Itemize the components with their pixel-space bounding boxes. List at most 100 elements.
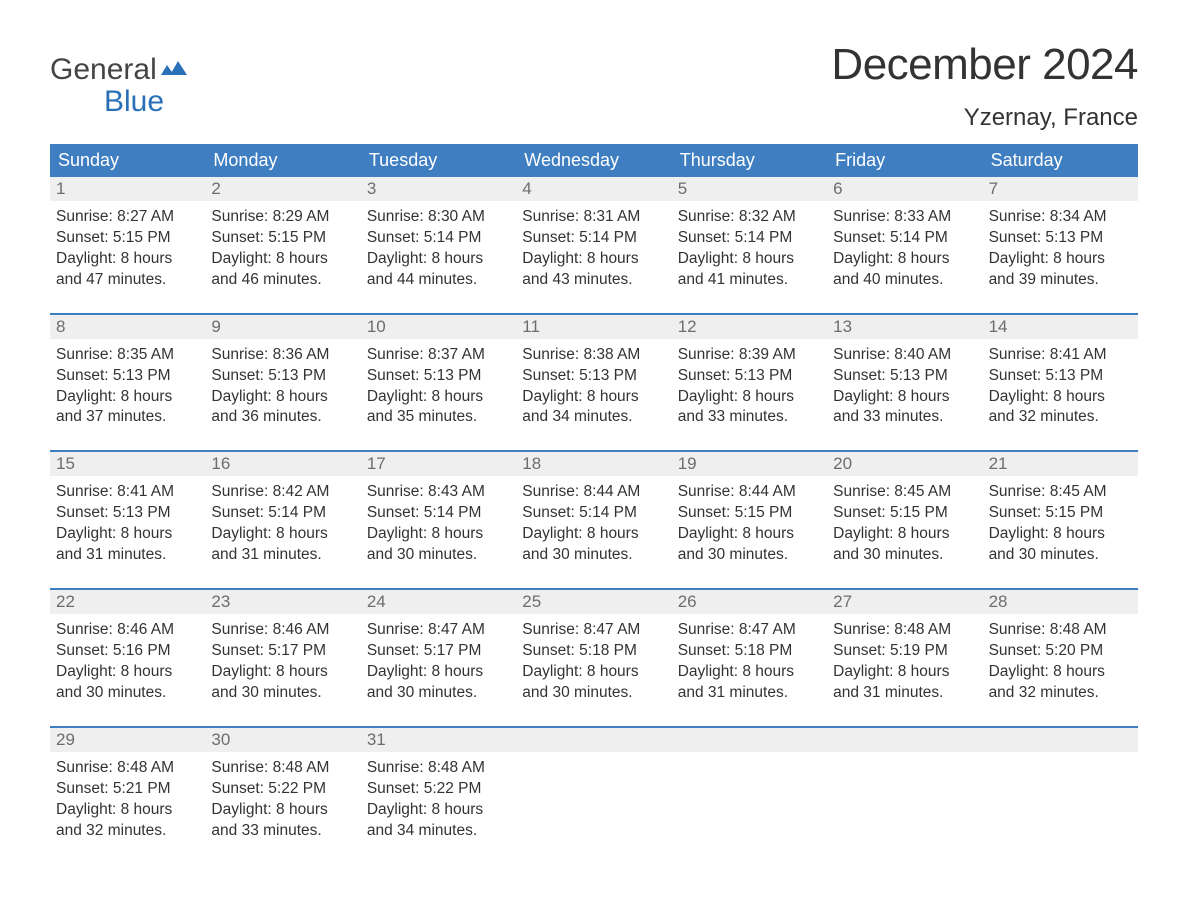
day-body: Sunrise: 8:41 AMSunset: 5:13 PMDaylight:…: [50, 476, 205, 570]
calendar-day-cell: 12Sunrise: 8:39 AMSunset: 5:13 PMDayligh…: [672, 315, 827, 433]
day-body: Sunrise: 8:47 AMSunset: 5:18 PMDaylight:…: [516, 614, 671, 708]
calendar-day-cell: 20Sunrise: 8:45 AMSunset: 5:15 PMDayligh…: [827, 452, 982, 570]
calendar-day-cell: 8Sunrise: 8:35 AMSunset: 5:13 PMDaylight…: [50, 315, 205, 433]
day-body: Sunrise: 8:46 AMSunset: 5:17 PMDaylight:…: [205, 614, 360, 708]
day-body: Sunrise: 8:39 AMSunset: 5:13 PMDaylight:…: [672, 339, 827, 433]
sunset-line: Sunset: 5:14 PM: [522, 228, 665, 249]
daylight-line-1: Daylight: 8 hours: [989, 387, 1132, 408]
calendar-day-cell: 6Sunrise: 8:33 AMSunset: 5:14 PMDaylight…: [827, 177, 982, 295]
day-body: Sunrise: 8:48 AMSunset: 5:21 PMDaylight:…: [50, 752, 205, 846]
sunrise-line: Sunrise: 8:41 AM: [989, 345, 1132, 366]
calendar-day-cell: 19Sunrise: 8:44 AMSunset: 5:15 PMDayligh…: [672, 452, 827, 570]
calendar-day-cell: 10Sunrise: 8:37 AMSunset: 5:13 PMDayligh…: [361, 315, 516, 433]
daylight-line-2: and 34 minutes.: [367, 821, 510, 842]
calendar-day-cell: 15Sunrise: 8:41 AMSunset: 5:13 PMDayligh…: [50, 452, 205, 570]
daylight-line-2: and 37 minutes.: [56, 407, 199, 428]
sunrise-line: Sunrise: 8:48 AM: [833, 620, 976, 641]
day-body: Sunrise: 8:37 AMSunset: 5:13 PMDaylight:…: [361, 339, 516, 433]
sunrise-line: Sunrise: 8:47 AM: [678, 620, 821, 641]
day-body: Sunrise: 8:33 AMSunset: 5:14 PMDaylight:…: [827, 201, 982, 295]
sunrise-line: Sunrise: 8:42 AM: [211, 482, 354, 503]
daylight-line-2: and 30 minutes.: [678, 545, 821, 566]
day-number: 23: [205, 590, 360, 614]
day-number: 5: [672, 177, 827, 201]
sunrise-line: Sunrise: 8:46 AM: [56, 620, 199, 641]
sunset-line: Sunset: 5:14 PM: [522, 503, 665, 524]
sunset-line: Sunset: 5:15 PM: [211, 228, 354, 249]
daylight-line-2: and 30 minutes.: [989, 545, 1132, 566]
calendar-day-cell: [827, 728, 982, 846]
daylight-line-2: and 40 minutes.: [833, 270, 976, 291]
day-body: Sunrise: 8:34 AMSunset: 5:13 PMDaylight:…: [983, 201, 1138, 295]
sunset-line: Sunset: 5:15 PM: [56, 228, 199, 249]
calendar-day-cell: 1Sunrise: 8:27 AMSunset: 5:15 PMDaylight…: [50, 177, 205, 295]
daylight-line-1: Daylight: 8 hours: [833, 387, 976, 408]
weekday-header: Tuesday: [361, 144, 516, 177]
day-number: 13: [827, 315, 982, 339]
daylight-line-2: and 30 minutes.: [833, 545, 976, 566]
daylight-line-2: and 46 minutes.: [211, 270, 354, 291]
day-body: Sunrise: 8:40 AMSunset: 5:13 PMDaylight:…: [827, 339, 982, 433]
sunset-line: Sunset: 5:14 PM: [211, 503, 354, 524]
sunset-line: Sunset: 5:13 PM: [678, 366, 821, 387]
month-title: December 2024: [831, 40, 1138, 90]
day-body: Sunrise: 8:31 AMSunset: 5:14 PMDaylight:…: [516, 201, 671, 295]
day-body: Sunrise: 8:45 AMSunset: 5:15 PMDaylight:…: [827, 476, 982, 570]
daylight-line-2: and 34 minutes.: [522, 407, 665, 428]
day-body: Sunrise: 8:48 AMSunset: 5:20 PMDaylight:…: [983, 614, 1138, 708]
calendar-day-cell: 13Sunrise: 8:40 AMSunset: 5:13 PMDayligh…: [827, 315, 982, 433]
calendar-day-cell: 11Sunrise: 8:38 AMSunset: 5:13 PMDayligh…: [516, 315, 671, 433]
calendar-day-cell: 21Sunrise: 8:45 AMSunset: 5:15 PMDayligh…: [983, 452, 1138, 570]
day-body: Sunrise: 8:46 AMSunset: 5:16 PMDaylight:…: [50, 614, 205, 708]
daylight-line-1: Daylight: 8 hours: [367, 387, 510, 408]
calendar-day-cell: 4Sunrise: 8:31 AMSunset: 5:14 PMDaylight…: [516, 177, 671, 295]
day-body: Sunrise: 8:48 AMSunset: 5:22 PMDaylight:…: [361, 752, 516, 846]
page-header: General Blue December 2024 Yzernay, Fran…: [50, 40, 1138, 132]
daylight-line-1: Daylight: 8 hours: [367, 662, 510, 683]
day-number: 2: [205, 177, 360, 201]
daylight-line-2: and 43 minutes.: [522, 270, 665, 291]
daylight-line-1: Daylight: 8 hours: [833, 662, 976, 683]
calendar-day-cell: [672, 728, 827, 846]
flag-icon: [161, 54, 187, 86]
sunset-line: Sunset: 5:13 PM: [211, 366, 354, 387]
sunrise-line: Sunrise: 8:27 AM: [56, 207, 199, 228]
sunset-line: Sunset: 5:13 PM: [989, 228, 1132, 249]
day-body: Sunrise: 8:48 AMSunset: 5:19 PMDaylight:…: [827, 614, 982, 708]
title-block: December 2024 Yzernay, France: [831, 40, 1138, 132]
calendar-week: 29Sunrise: 8:48 AMSunset: 5:21 PMDayligh…: [50, 726, 1138, 846]
brand-logo: General Blue: [50, 40, 187, 117]
day-number: 10: [361, 315, 516, 339]
daylight-line-1: Daylight: 8 hours: [367, 800, 510, 821]
calendar-day-cell: 14Sunrise: 8:41 AMSunset: 5:13 PMDayligh…: [983, 315, 1138, 433]
calendar-day-cell: 23Sunrise: 8:46 AMSunset: 5:17 PMDayligh…: [205, 590, 360, 708]
day-number: 16: [205, 452, 360, 476]
day-number: 29: [50, 728, 205, 752]
day-number: 25: [516, 590, 671, 614]
day-number: [827, 728, 982, 752]
daylight-line-1: Daylight: 8 hours: [989, 249, 1132, 270]
calendar-week: 22Sunrise: 8:46 AMSunset: 5:16 PMDayligh…: [50, 588, 1138, 708]
day-body: Sunrise: 8:44 AMSunset: 5:15 PMDaylight:…: [672, 476, 827, 570]
daylight-line-1: Daylight: 8 hours: [522, 387, 665, 408]
sunset-line: Sunset: 5:17 PM: [211, 641, 354, 662]
calendar-day-cell: 9Sunrise: 8:36 AMSunset: 5:13 PMDaylight…: [205, 315, 360, 433]
day-number: 24: [361, 590, 516, 614]
sunset-line: Sunset: 5:14 PM: [678, 228, 821, 249]
day-body: Sunrise: 8:38 AMSunset: 5:13 PMDaylight:…: [516, 339, 671, 433]
calendar-day-cell: 27Sunrise: 8:48 AMSunset: 5:19 PMDayligh…: [827, 590, 982, 708]
sunrise-line: Sunrise: 8:35 AM: [56, 345, 199, 366]
sunrise-line: Sunrise: 8:29 AM: [211, 207, 354, 228]
day-number: 27: [827, 590, 982, 614]
sunrise-line: Sunrise: 8:45 AM: [989, 482, 1132, 503]
daylight-line-1: Daylight: 8 hours: [989, 524, 1132, 545]
sunrise-line: Sunrise: 8:33 AM: [833, 207, 976, 228]
day-body: Sunrise: 8:41 AMSunset: 5:13 PMDaylight:…: [983, 339, 1138, 433]
daylight-line-1: Daylight: 8 hours: [211, 387, 354, 408]
day-body: [983, 752, 1138, 762]
calendar-day-cell: 29Sunrise: 8:48 AMSunset: 5:21 PMDayligh…: [50, 728, 205, 846]
calendar-day-cell: 26Sunrise: 8:47 AMSunset: 5:18 PMDayligh…: [672, 590, 827, 708]
sunset-line: Sunset: 5:15 PM: [678, 503, 821, 524]
sunrise-line: Sunrise: 8:39 AM: [678, 345, 821, 366]
day-number: [516, 728, 671, 752]
